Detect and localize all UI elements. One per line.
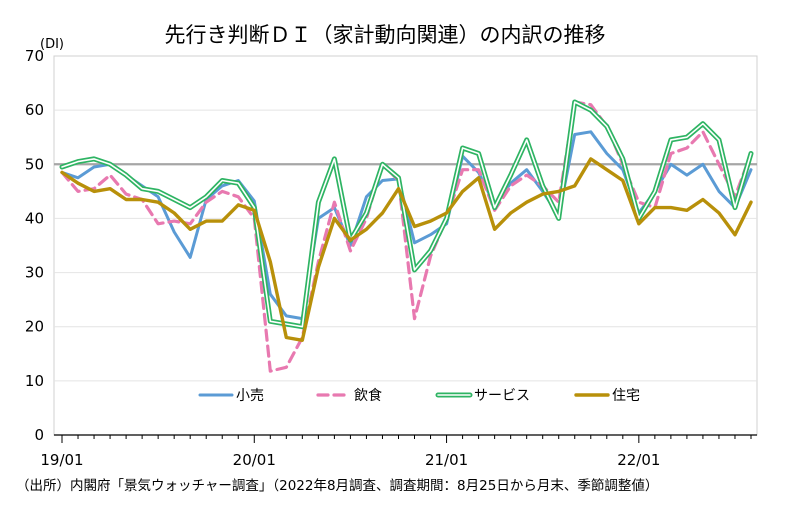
series-line-inner-2 (61, 101, 752, 328)
series-lines (59, 99, 754, 373)
series-line-1 (60, 100, 753, 373)
x-tick-label: 21/01 (425, 451, 468, 469)
series-3 (60, 157, 753, 342)
legend-label: サービス (474, 388, 530, 404)
y-tick-label: 70 (25, 47, 44, 65)
y-tick-label: 0 (34, 426, 44, 444)
y-tick-label: 40 (25, 209, 44, 227)
series-line-3 (60, 157, 753, 342)
y-axis-ticks: 0 10 20 30 40 50 60 70 (25, 47, 44, 444)
x-tick-label: 20/01 (233, 451, 276, 469)
y-axis-unit-label: (DI) (40, 37, 64, 52)
legend-label: 住宅 (612, 388, 640, 404)
series-2 (59, 99, 754, 330)
legend-label: 小売 (236, 388, 264, 404)
y-tick-label: 30 (25, 264, 44, 282)
source-note: （出所）内閣府「景気ウォッチャー調査」（2022年8月調査、調査期間：8月25日… (16, 478, 658, 494)
y-tick-label: 10 (25, 372, 44, 390)
legend-label: 飲食 (354, 387, 382, 404)
legend-item-1: 飲食 (316, 387, 382, 404)
y-tick-label: 20 (25, 318, 44, 336)
x-tick-label: 19/01 (40, 451, 83, 469)
legend-item-0: 小売 (198, 388, 264, 404)
legend-item-2: サービス (435, 388, 530, 404)
chart-title: 先行き判断ＤＩ（家計動向関連）の内訳の推移 (165, 23, 606, 47)
x-axis-ticks: 19/01 20/01 21/01 22/01 (40, 434, 757, 469)
legend: 小売 飲食 サービス 住宅 (198, 387, 640, 404)
y-tick-label: 50 (25, 155, 44, 173)
legend-item-3: 住宅 (574, 388, 640, 404)
series-1 (60, 100, 753, 373)
x-tick-label: 22/01 (617, 451, 660, 469)
y-tick-label: 60 (25, 101, 44, 119)
